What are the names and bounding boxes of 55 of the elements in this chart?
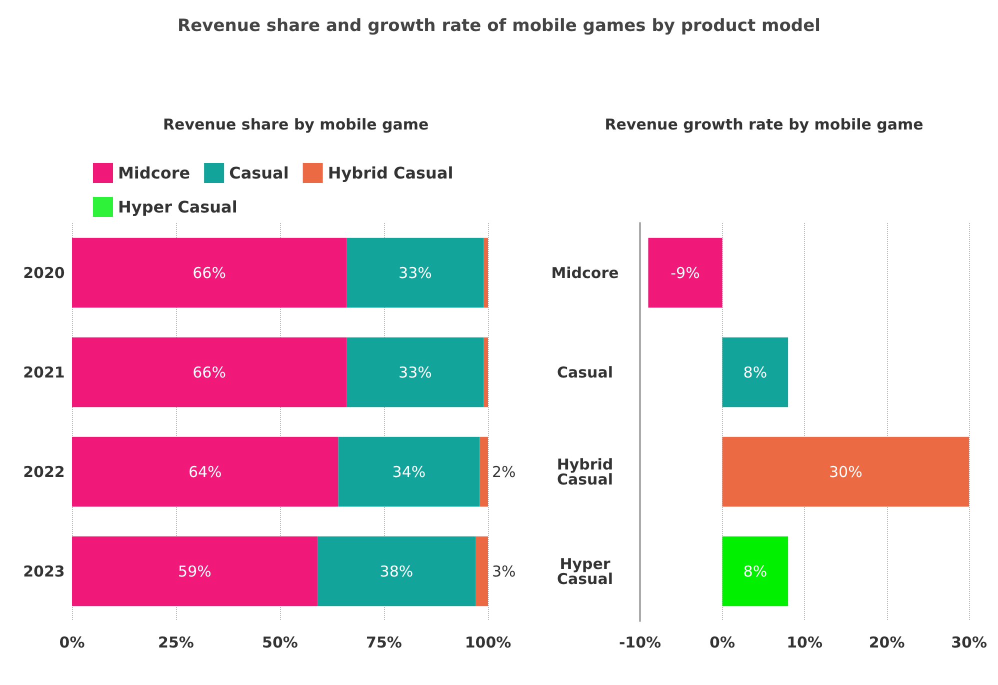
legend-label: Hybrid Casual [328, 164, 454, 182]
y-tick-label: 2020 [23, 264, 65, 282]
bar [72, 337, 347, 408]
x-tick-label: 100% [464, 634, 512, 652]
data-label: 8% [743, 363, 768, 382]
bar [722, 337, 788, 408]
y-tick-label: Midcore [551, 264, 619, 282]
text: Revenue share and growth rate of mobile games by product model [176, 16, 822, 36]
data-label: 59% [178, 562, 212, 580]
data-label: 66% [192, 264, 226, 282]
y-tick-label: 2022 [23, 462, 65, 481]
bar [346, 337, 484, 408]
data-label: 33% [398, 363, 432, 382]
bar [722, 536, 788, 606]
bar [317, 536, 476, 606]
x-tick-label: 0% [710, 634, 735, 652]
data-label: 38% [380, 562, 414, 580]
x-tick-label: 0% [59, 634, 85, 652]
x-tick-label: -10% [618, 634, 662, 652]
bar [346, 238, 484, 308]
y-tick-label: Hyper Casual [556, 554, 614, 588]
x-tick-label: 75% [366, 634, 402, 652]
bar [480, 436, 488, 507]
data-label: 64% [188, 462, 222, 481]
legend-label: Hyper Casual [118, 198, 238, 216]
data-label: -9% [670, 264, 700, 282]
x-tick-label: 50% [262, 634, 298, 652]
bar [338, 436, 480, 507]
y-tick-label: Casual [556, 363, 614, 382]
data-label: 30% [828, 462, 862, 481]
data-label: 66% [192, 363, 226, 382]
legend-label: Casual [229, 164, 289, 182]
legend-label: Midcore [118, 164, 190, 182]
bar [72, 238, 347, 308]
y-tick-label: 2021 [23, 363, 65, 382]
bar [484, 238, 488, 308]
x-tick-label: 25% [158, 634, 194, 652]
bar [484, 337, 488, 408]
chart-title: Revenue growth rate by mobile game [604, 116, 924, 134]
x-tick-label: 20% [868, 634, 905, 652]
bar [648, 238, 722, 308]
y-tick-label: 2023 [23, 562, 65, 580]
y-tick-label: Hybrid Casual [556, 455, 614, 488]
bar [72, 536, 318, 606]
chart-title: Revenue share by mobile game [163, 116, 429, 134]
x-tick-label: 10% [786, 634, 822, 652]
data-label: 2% [492, 462, 516, 481]
bar [722, 436, 970, 507]
x-tick-label: 30% [951, 634, 987, 652]
data-label: 3% [492, 562, 516, 580]
data-label: 33% [398, 264, 432, 282]
bar [476, 536, 488, 606]
data-label: 34% [392, 462, 426, 481]
bar [72, 436, 338, 507]
data-label: 8% [743, 562, 768, 580]
